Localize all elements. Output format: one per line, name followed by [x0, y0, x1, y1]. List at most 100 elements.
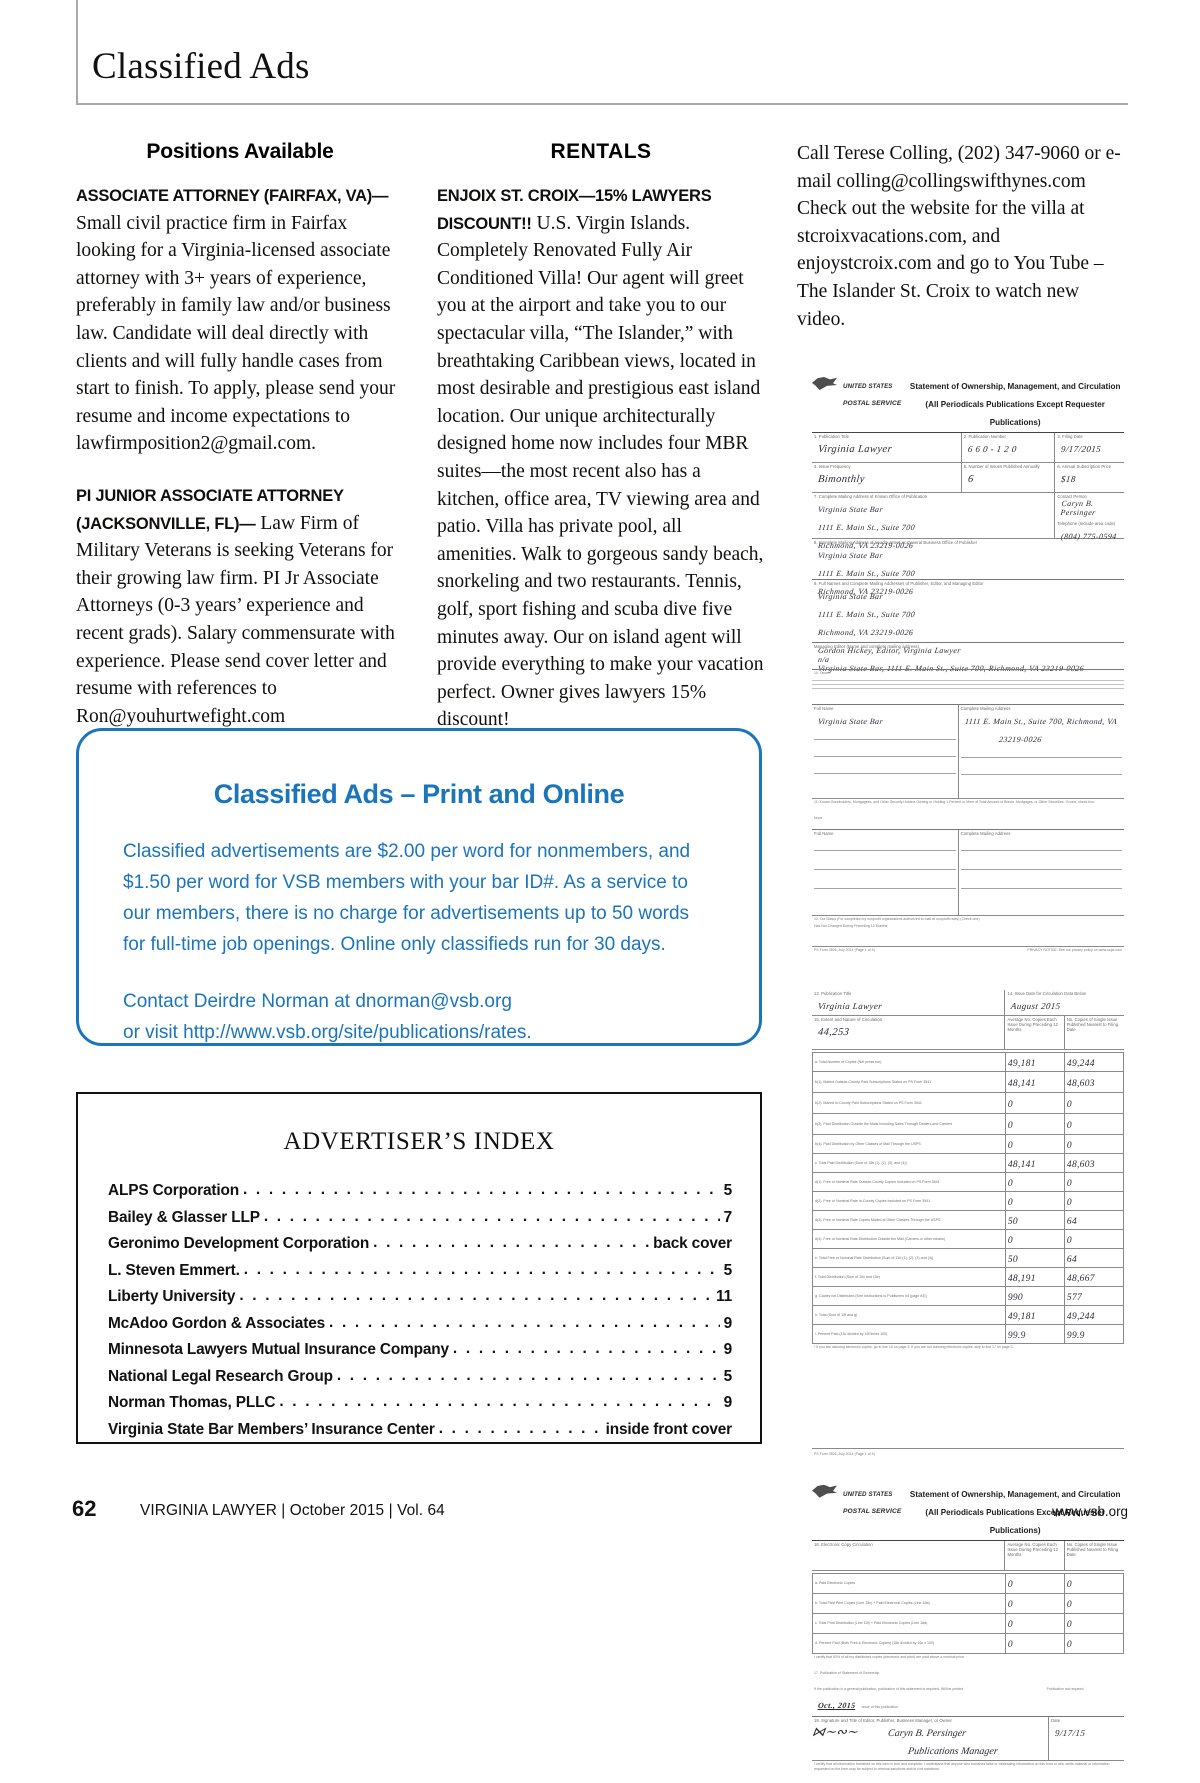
usps-field-publication-number: 2. Publication Number 6 6 0 - 1 2 0 — [961, 433, 1056, 463]
usps-circulation-footnote: * If you are claiming electronic copies,… — [814, 1345, 1014, 1350]
usps-label-publication-number: 2. Publication Number — [963, 434, 1006, 439]
circ-row-value-a: 0 — [1007, 1236, 1013, 1247]
table-row: f. Total Distribution (Sum of 15c and 15… — [812, 1267, 1125, 1288]
usps-field-contact: Contact Person Caryn B. Persinger Teleph… — [1055, 493, 1124, 541]
circ-row-label: a. Total Number of Copies (Net press run… — [815, 1059, 882, 1064]
usps-value-owner-address-2: 23219-0026 — [998, 735, 1042, 744]
usps-value-signature-title: Publications Manager — [907, 1745, 999, 1757]
usps-signature-row: 18. Signature and Title of Editor, Publi… — [811, 1716, 1124, 1761]
usps-label-electronic-section: 16. Electronic Copy Circulation — [814, 1541, 873, 1547]
circ-row-label: d(1). Free or Nominal Rate Outside-Count… — [815, 1179, 940, 1184]
usps-label-col-a: Average No. Copies Each Issue During Pre… — [1007, 1017, 1059, 1033]
list-item: Virginia State Bar Members’ Insurance Ce… — [108, 1420, 732, 1448]
advertiser-name: Geronimo Development Corporation — [108, 1235, 370, 1252]
usps-form-title-line-2: (All Periodicals Publications Except Req… — [925, 1507, 1105, 1535]
usps-field-office-address: 7. Complete Mailing Address of Known Off… — [812, 493, 1056, 550]
advertiser-name: Bailey & Glasser LLP — [108, 1208, 260, 1226]
advertiser-page: 9 — [723, 1314, 733, 1332]
usps-col-header-a: Average No. Copies Each Issue During Pre… — [1005, 1540, 1065, 1571]
usps-value-extent: 44,253 — [817, 1027, 850, 1039]
usps-agency-line-1: UNITED STATES — [843, 383, 893, 390]
circ-row-value-a: 50 — [1007, 1255, 1018, 1266]
footer-website[interactable]: www.vsb.org — [1052, 1504, 1128, 1519]
circ-row-value-b: 0 — [1066, 1100, 1072, 1111]
elec-row-value-b: 0 — [1066, 1620, 1072, 1631]
usps-label-issue-frequency: 4. Issue Frequency — [814, 464, 851, 469]
usps-value-hq-line-2: 1111 E. Main St., Suite 700 — [817, 569, 916, 578]
leader-dots: . . . . . . . . . . . . . . . . . . . . … — [329, 1313, 720, 1331]
advertiser-page: 9 — [723, 1341, 733, 1358]
circ-row-value-b: 0 — [1066, 1141, 1072, 1152]
list-item: L. Steven Emmert.. . . . . . . . . . . .… — [108, 1261, 733, 1289]
usps-label-full-name: Full Name — [814, 706, 834, 711]
leader-dots: . . . . . . . . . . . . . . . . . . . . … — [242, 1181, 720, 1198]
usps-bondholder-address-col: Complete Mailing Address — [958, 830, 1124, 916]
page-number: 62 — [72, 1496, 97, 1521]
circ-row-label: e. Total Free or Nominal Rate Distributi… — [815, 1255, 934, 1260]
usps-value-owner-name: Virginia State Bar — [817, 717, 884, 726]
usps-issue-printed-suffix: issue of this publication. — [861, 1705, 899, 1709]
usps-statement-of-ownership-scan: UNITED STATES POSTAL SERVICE Statement o… — [811, 376, 1125, 1771]
table-row: b(3). Paid Distribution Outside the Mail… — [812, 1113, 1125, 1136]
ad-lead-associate-attorney: ASSOCIATE ATTORNEY (FAIRFAX, VA)— — [76, 187, 389, 205]
leader-dots: . . . . . . . . . . . . . . . . . . . . … — [373, 1234, 649, 1251]
usps-field-publication-title: 1. Publication Title Virginia Lawyer — [812, 433, 962, 463]
usps-field-circ-publication-title: 13. Publication Title Virginia Lawyer — [812, 990, 1006, 1017]
usps-eagle-icon — [812, 1484, 838, 1500]
table-row: b(1). Mailed Outside-County Paid Subscri… — [812, 1071, 1125, 1094]
usps-field-circ-issue-date: 14. Issue Date for Circulation Data Belo… — [1005, 990, 1124, 1017]
list-item: Geronimo Development Corporation. . . . … — [108, 1234, 732, 1262]
usps-value-circ-publication-title: Virginia Lawyer — [817, 1001, 883, 1012]
elec-row-label: a. Paid Electronic Copies — [815, 1580, 856, 1585]
usps-label-subscription-price: 6. Annual Subscription Price — [1057, 464, 1112, 469]
usps-owner-address-col: Complete Mailing Address 1111 E. Main St… — [958, 705, 1124, 799]
usps-owner-name-col: Full Name Virginia State Bar — [812, 705, 959, 799]
list-item: National Legal Research Group. . . . . .… — [108, 1367, 733, 1395]
circ-row-value-a: 49,181 — [1007, 1312, 1036, 1323]
usps-value-hq-line-1: Virginia State Bar — [817, 551, 884, 560]
usps-label-mailing-address: Complete Mailing Address — [960, 706, 1011, 711]
circ-row-label: b(2). Mailed In-County Paid Subscription… — [815, 1100, 922, 1105]
usps-col-header-b: No. Copies of Single Issue Published Nea… — [1064, 1016, 1124, 1051]
usps-value-issue-frequency: Bimonthly — [817, 474, 866, 485]
column-rentals: RENTALS ENJOIX ST. CROIX—15% LAWYERS DIS… — [437, 140, 765, 758]
usps-label-signature: 18. Signature and Title of Editor, Publi… — [814, 1717, 952, 1723]
usps-label-full-name: Full Name — [814, 831, 834, 836]
usps-electronic-header: 16. Electronic Copy Circulation Average … — [812, 1540, 1124, 1571]
usps-value-publisher-address: 1111 E. Main St., Suite 700 — [817, 610, 916, 619]
usps-certify-row: I certify that 50% of all my distributed… — [812, 1654, 1124, 1670]
elec-row-value-b: 0 — [1066, 1600, 1072, 1611]
advertiser-name: McAdoo Gordon & Associates — [108, 1314, 326, 1332]
usps-row-title-number-date: 1. Publication Title Virginia Lawyer 2. … — [812, 433, 1124, 463]
usps-field-filing-date: 3. Filing Date 9/17/2015 — [1055, 433, 1124, 463]
usps-form-title-line-1: Statement of Ownership, Management, and … — [909, 1489, 1121, 1499]
advertiser-page: back cover — [653, 1235, 732, 1252]
promo-rates-text: Classified advertisements are $2.00 per … — [123, 841, 691, 955]
usps-field-names-addresses: 9. Full Names and Complete Mailing Addre… — [812, 580, 1124, 673]
usps-value-issues-annually: 6 — [967, 474, 974, 485]
usps-agency-line-2: POSTAL SERVICE — [843, 1507, 902, 1515]
usps-label-filing-date: 3. Filing Date — [1057, 434, 1083, 439]
usps-certification-row: I certify that all information furnished… — [812, 1761, 1124, 1783]
usps-ps-form-number: PS Form 3526, July 2014 (Page 1 of 4) — [814, 1451, 875, 1456]
usps-certify-text: I certify that 50% of all my distributed… — [814, 1654, 965, 1659]
usps-value-publisher: Virginia State Bar — [817, 592, 884, 601]
usps-value-office-line-2: 1111 E. Main St., Suite 700 — [817, 523, 916, 532]
usps-wordmark: UNITED STATES POSTAL SERVICE — [843, 1484, 901, 1518]
advertiser-page: 5 — [723, 1261, 733, 1279]
usps-eagle-icon — [812, 376, 838, 392]
usps-statement-checked-text: If the publication is a general publicat… — [814, 1687, 964, 1691]
usps-form-page-1: UNITED STATES POSTAL SERVICE Statement o… — [812, 376, 1124, 954]
page-title: Classified Ads — [92, 46, 310, 87]
usps-field-issue-frequency: 4. Issue Frequency Bimonthly — [812, 463, 962, 493]
advertiser-page: 5 — [723, 1367, 733, 1385]
usps-field-signature-date: Date 9/17/15 — [1049, 1717, 1124, 1761]
promo-contact-url[interactable]: or visit http://www.vsb.org/site/publica… — [123, 1022, 532, 1043]
usps-label-statement-publication: 17. Publication of Statement of Ownershi… — [814, 1670, 880, 1675]
circ-row-label: c. Total Paid Distribution (Sum of 15b (… — [815, 1160, 907, 1165]
circ-row-value-b: 0 — [1066, 1198, 1072, 1209]
table-row: h. Total (Sum of 15f and g) 49,181 49,244 — [812, 1305, 1125, 1326]
circ-row-label: f. Total Distribution (Sum of 15c and 15… — [815, 1274, 881, 1279]
advertiser-page: 5 — [723, 1182, 733, 1199]
usps-label-extent: 15. Extent and Nature of Circulation — [814, 1017, 883, 1023]
